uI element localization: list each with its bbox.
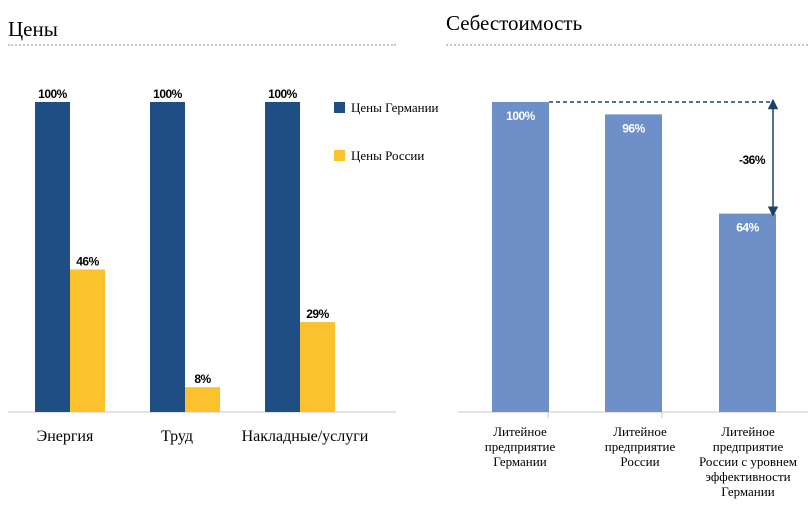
bar-germany-1 xyxy=(150,102,185,412)
bar-label-germany-1: 100% xyxy=(153,87,183,101)
bar-russia-0 xyxy=(70,269,105,412)
left-title-divider xyxy=(8,44,396,46)
legend-swatch-1 xyxy=(334,150,345,161)
category-label-2: Накладные/услуги xyxy=(242,428,369,445)
legend-swatch-0 xyxy=(334,102,345,113)
bar-russia-2 xyxy=(300,322,335,412)
category-label-1: Труд xyxy=(161,428,193,445)
bar-label-russia-0: 46% xyxy=(76,254,99,268)
difference-label: -36% xyxy=(739,153,766,167)
cost-category-label-0: Литейное предприятие Германии xyxy=(485,424,556,469)
cost-bar-label-0: 100% xyxy=(506,109,536,123)
bar-germany-0 xyxy=(35,102,70,412)
bar-label-russia-2: 29% xyxy=(306,307,329,321)
bar-germany-2 xyxy=(265,102,300,412)
bar-russia-1 xyxy=(185,387,220,412)
cost-bar-0 xyxy=(492,102,549,412)
cost-category-label-1: Литейное предприятие России xyxy=(605,424,676,469)
cost-bar-1 xyxy=(605,114,662,413)
legend-label-0: Цены Германии xyxy=(351,100,439,115)
cost-category-label-2: Литейное предприятие России с уровнем эффек… xyxy=(699,424,797,499)
cost-bar-label-1: 96% xyxy=(622,121,645,135)
bar-label-russia-1: 8% xyxy=(194,372,211,386)
category-label-0: Энергия xyxy=(37,428,94,445)
legend-label-1: Цены России xyxy=(351,148,424,163)
left-chart-title: Цены xyxy=(8,17,58,41)
cost-bar-2 xyxy=(719,213,776,412)
bar-label-germany-0: 100% xyxy=(38,87,68,101)
cost-bar-label-2: 64% xyxy=(736,221,759,235)
right-chart-title: Себестоимость xyxy=(446,11,583,35)
bar-label-germany-2: 100% xyxy=(268,87,298,101)
right-title-divider xyxy=(446,44,808,46)
